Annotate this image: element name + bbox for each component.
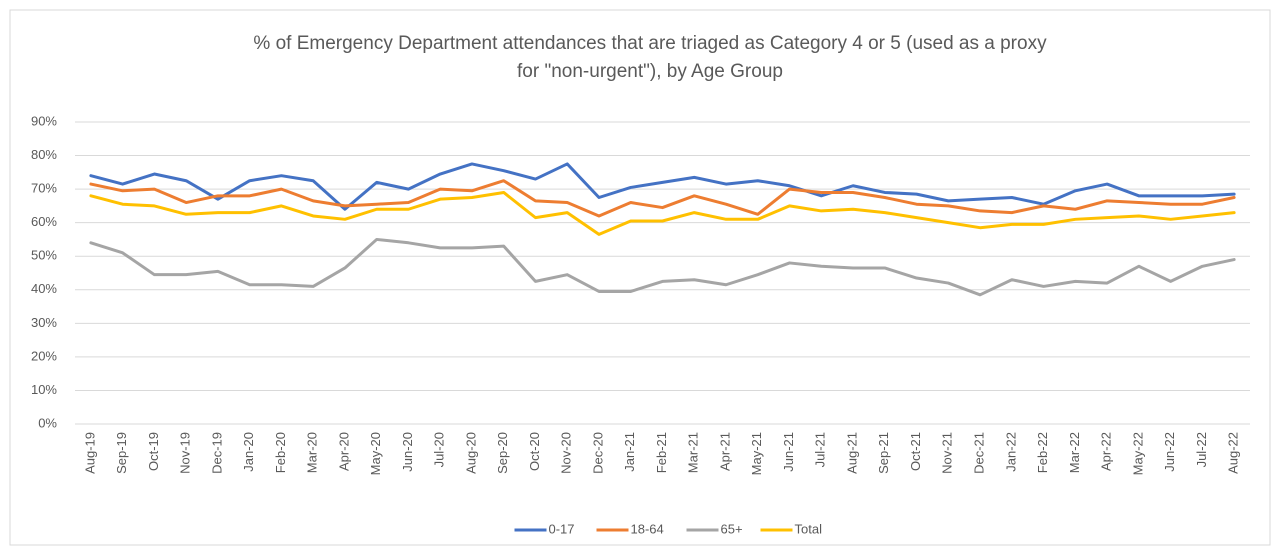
x-tick-label: Sep-21 bbox=[876, 432, 891, 474]
legend-label: 0-17 bbox=[549, 521, 575, 536]
y-tick-label: 80% bbox=[31, 147, 57, 162]
x-tick-label: Aug-20 bbox=[463, 432, 478, 474]
legend-label: 18-64 bbox=[631, 521, 664, 536]
x-tick-label: Jan-21 bbox=[622, 432, 637, 472]
x-tick-label: Dec-20 bbox=[590, 432, 605, 474]
y-tick-label: 90% bbox=[31, 113, 57, 128]
x-tick-label: Nov-21 bbox=[940, 432, 955, 474]
y-tick-label: 40% bbox=[31, 281, 57, 296]
chart-border bbox=[9, 9, 1271, 546]
y-tick-label: 10% bbox=[31, 382, 57, 397]
x-tick-label: Jul-20 bbox=[432, 432, 447, 467]
y-tick-label: 30% bbox=[31, 315, 57, 330]
x-tick-label: Jan-20 bbox=[241, 432, 256, 472]
y-tick-label: 0% bbox=[38, 415, 57, 430]
series-line bbox=[89, 162, 1236, 211]
x-tick-label: Jul-22 bbox=[1194, 432, 1209, 467]
series-line bbox=[89, 179, 1236, 218]
x-tick-label: Apr-22 bbox=[1099, 432, 1114, 471]
x-tick-label: Mar-22 bbox=[1067, 432, 1082, 473]
x-tick-label: Apr-21 bbox=[717, 432, 732, 471]
x-tick-label: Nov-20 bbox=[559, 432, 574, 474]
x-tick-label: May-20 bbox=[368, 432, 383, 475]
x-tick-label: Jun-22 bbox=[1162, 432, 1177, 472]
x-tick-label: Sep-19 bbox=[114, 432, 129, 474]
x-tick-label: Feb-21 bbox=[654, 432, 669, 473]
x-tick-label: Aug-21 bbox=[844, 432, 859, 474]
x-tick-label: Jan-22 bbox=[1003, 432, 1018, 472]
y-tick-label: 70% bbox=[31, 181, 57, 196]
x-tick-label: Feb-22 bbox=[1035, 432, 1050, 473]
x-tick-label: Nov-19 bbox=[178, 432, 193, 474]
x-tick-label: Apr-20 bbox=[336, 432, 351, 471]
x-tick-label: Jun-20 bbox=[400, 432, 415, 472]
x-tick-label: Oct-21 bbox=[908, 432, 923, 471]
x-tick-label: Jul-21 bbox=[813, 432, 828, 467]
x-tick-label: Oct-20 bbox=[527, 432, 542, 471]
x-tick-label: May-21 bbox=[749, 432, 764, 475]
x-tick-label: Aug-22 bbox=[1226, 432, 1241, 474]
x-tick-label: Mar-20 bbox=[305, 432, 320, 473]
x-tick-label: Dec-21 bbox=[972, 432, 987, 474]
x-tick-label: Jun-21 bbox=[781, 432, 796, 472]
chart-title: % of Emergency Department attendances th… bbox=[253, 33, 1047, 82]
y-tick-label: 50% bbox=[31, 248, 57, 263]
x-tick-label: Oct-19 bbox=[146, 432, 161, 471]
x-tick-label: Dec-19 bbox=[209, 432, 224, 474]
x-tick-label: Feb-20 bbox=[273, 432, 288, 473]
x-tick-label: Aug-19 bbox=[82, 432, 97, 474]
x-tick-label: May-22 bbox=[1130, 432, 1145, 475]
x-tick-label: Mar-21 bbox=[686, 432, 701, 473]
legend-label: 65+ bbox=[721, 521, 743, 536]
y-tick-label: 20% bbox=[31, 348, 57, 363]
x-tick-label: Sep-20 bbox=[495, 432, 510, 474]
y-tick-label: 60% bbox=[31, 214, 57, 229]
legend-label: Total bbox=[795, 521, 823, 536]
series-line bbox=[89, 237, 1236, 297]
series-line bbox=[89, 190, 1236, 236]
